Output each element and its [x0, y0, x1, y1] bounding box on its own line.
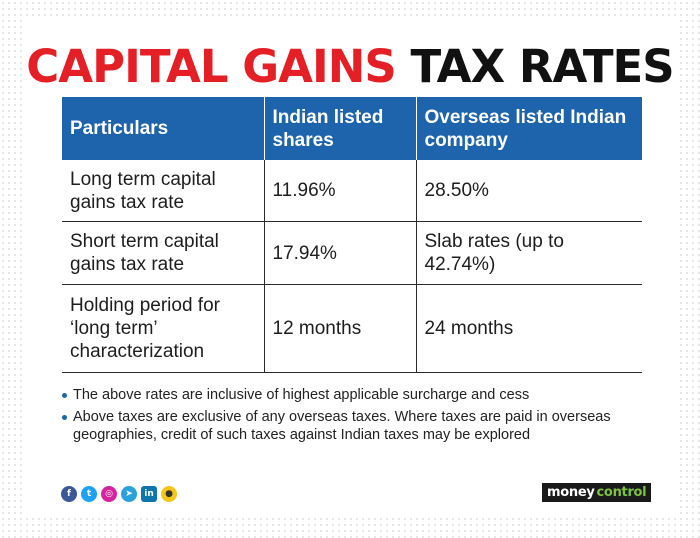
- koo-icon[interactable]: ●: [161, 486, 177, 502]
- page-title: CAPITAL GAINS TAX RATES: [0, 42, 700, 92]
- footnote-text: The above rates are inclusive of highest…: [73, 387, 530, 403]
- row-label: Holding period for ‘long term’ character…: [62, 284, 264, 373]
- telegram-icon[interactable]: ➤: [121, 486, 137, 502]
- bullet-icon: [62, 415, 67, 420]
- row-label: Long term capital gains tax rate: [62, 160, 264, 222]
- social-icons: f t ◎ ➤ in ●: [61, 486, 177, 502]
- tax-rates-table: Particulars Indian listed shares Oversea…: [62, 97, 642, 373]
- instagram-icon[interactable]: ◎: [101, 486, 117, 502]
- overseas-value: 28.50%: [415, 160, 642, 222]
- twitter-icon[interactable]: t: [81, 486, 97, 502]
- title-highlight: CAPITAL GAINS: [26, 40, 397, 93]
- footnote-item: The above rates are inclusive of highest…: [62, 386, 652, 404]
- table-row: Holding period for ‘long term’ character…: [62, 284, 642, 373]
- indian-value: 12 months: [263, 284, 416, 373]
- table-row: Long term capital gains tax rate 11.96% …: [62, 160, 642, 222]
- header-overseas-listed: Overseas listed Indian company: [415, 97, 642, 160]
- title-rest: TAX RATES: [410, 40, 674, 93]
- bullet-icon: [62, 393, 67, 398]
- logo-control: control: [596, 483, 652, 502]
- overseas-value: Slab rates (up to 42.74%): [415, 221, 642, 285]
- footnotes: The above rates are inclusive of highest…: [62, 386, 652, 448]
- header-indian-listed: Indian listed shares: [263, 97, 416, 160]
- header-particulars: Particulars: [62, 97, 264, 160]
- logo-money: money: [542, 483, 597, 502]
- overseas-value: 24 months: [415, 284, 642, 373]
- indian-value: 11.96%: [263, 160, 416, 222]
- row-label: Short term capital gains tax rate: [62, 221, 264, 285]
- footnote-item: Above taxes are exclusive of any oversea…: [62, 408, 652, 444]
- moneycontrol-logo: money control: [542, 483, 652, 502]
- indian-value: 17.94%: [263, 221, 416, 285]
- table-header-row: Particulars Indian listed shares Oversea…: [62, 97, 642, 160]
- facebook-icon[interactable]: f: [61, 486, 77, 502]
- linkedin-icon[interactable]: in: [141, 486, 157, 502]
- footnote-text: Above taxes are exclusive of any oversea…: [73, 409, 611, 443]
- table-row: Short term capital gains tax rate 17.94%…: [62, 221, 642, 285]
